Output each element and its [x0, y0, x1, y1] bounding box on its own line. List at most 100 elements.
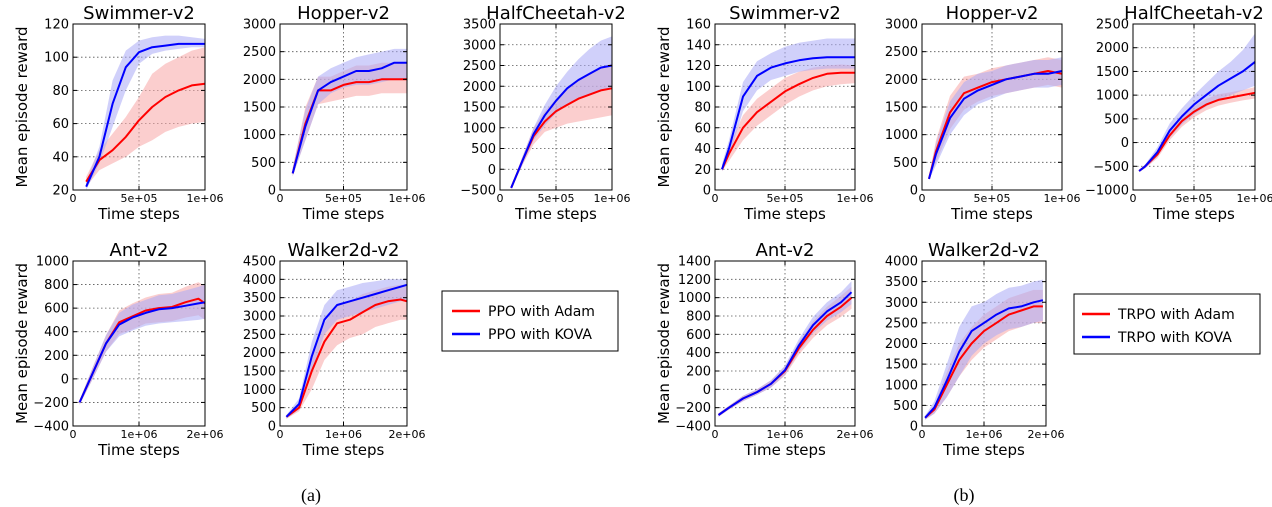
y-tick-label: 2500 [885, 45, 918, 60]
legend-a: PPO with Adam PPO with KOVA [441, 290, 619, 352]
chart-title: Swimmer-v2 [729, 3, 841, 24]
series-line-kova [78, 301, 206, 403]
y-tick-label: 1000 [1096, 89, 1129, 104]
y-tick-label: 500 [471, 142, 496, 157]
x-tick-label: 1e+06 [1237, 192, 1272, 205]
series-band-kova [86, 35, 205, 190]
y-tick-label: 3000 [885, 18, 918, 33]
y-tick-label: 800 [44, 278, 69, 293]
plot-b-hopper-v2: 0 500 1000 1500 2000 2500 3000 0 5e+05 1e+06 Hoppe… [885, 3, 1081, 223]
x-tick-label: 0 [919, 192, 926, 205]
chart-title: Walker2d-v2 [928, 240, 1040, 261]
y-tick-label: 0 [703, 184, 711, 199]
legend-b: TRPO with Adam TRPO with KOVA [1073, 293, 1261, 355]
y-tick-label: 500 [251, 156, 276, 171]
plot-b-walker2d-v2: 0 500 1000 1500 2000 2500 3000 3500 4000 0 1e+06 2e… [885, 240, 1065, 459]
x-tick-label: 1e+06 [767, 428, 804, 441]
y-tick-label: 1000 [36, 255, 69, 270]
y-tick-label: −200 [675, 401, 711, 416]
chart-title: HalfCheetah-v2 [486, 3, 626, 24]
series-line-kova [717, 291, 853, 416]
x-tick-label: 0 [712, 192, 719, 205]
chart-title: Ant-v2 [756, 240, 815, 261]
x-tick-label: 1e+06 [1044, 192, 1081, 205]
series-line-kova [85, 42, 205, 188]
x-tick-label: 5e+05 [325, 192, 362, 205]
y-tick-label: 2000 [243, 73, 276, 88]
x-axis-label: Time steps [950, 205, 1033, 223]
y-tick-label: 500 [893, 156, 918, 171]
y-tick-label: 40 [52, 150, 69, 165]
x-tick-label: 0 [497, 192, 504, 205]
y-tick-label: 0 [1121, 136, 1129, 151]
y-tick-label: 80 [694, 101, 711, 116]
x-axis-label: Time steps [743, 205, 826, 223]
chart-title: Hopper-v2 [297, 3, 390, 24]
series-band-kova [79, 284, 205, 405]
y-tick-label: 60 [52, 117, 69, 132]
x-tick-label: 0 [70, 428, 77, 441]
y-tick-label: −500 [1093, 160, 1129, 175]
x-tick-label: 0 [70, 192, 77, 205]
x-tick-label: 5e+05 [974, 192, 1011, 205]
y-tick-label: 1500 [463, 101, 496, 116]
series-band-kova [718, 281, 852, 417]
series-band-kova [925, 279, 1043, 420]
x-axis-label: Time steps [743, 441, 826, 459]
x-tick-label: 0 [919, 428, 926, 441]
y-tick-label: 200 [44, 349, 69, 364]
series-line-adam [85, 82, 206, 183]
series-line-adam [924, 305, 1043, 419]
y-tick-label: 1000 [678, 291, 711, 306]
y-tick-label: −400 [33, 420, 69, 435]
y-tick-label: 3000 [463, 38, 496, 53]
x-axis-label: Time steps [97, 441, 180, 459]
y-tick-label: −200 [33, 396, 69, 411]
x-axis-label: Time steps [302, 205, 385, 223]
y-tick-label: 4000 [885, 255, 918, 270]
legend-a-box [441, 290, 619, 352]
y-tick-label: 0 [268, 184, 276, 199]
y-tick-label: 3500 [885, 275, 918, 290]
y-tick-label: 2500 [243, 45, 276, 60]
series-line-kova [1138, 61, 1256, 172]
y-tick-label: 1000 [463, 121, 496, 136]
y-tick-label: 1500 [243, 365, 276, 380]
y-tick-label: −1000 [1085, 184, 1129, 199]
x-tick-label: 0 [277, 192, 284, 205]
y-tick-label: −400 [675, 420, 711, 435]
series-band-adam [286, 284, 407, 419]
x-tick-label: 5e+05 [767, 192, 804, 205]
x-tick-label: 5e+05 [1176, 192, 1213, 205]
series-band-kova [722, 38, 855, 172]
y-tick-label: 3000 [243, 310, 276, 325]
y-tick-label: 1000 [243, 128, 276, 143]
x-tick-label: 0 [1130, 192, 1137, 205]
x-tick-label: 2e+06 [837, 428, 874, 441]
legend-a-adam-label: PPO with Adam [488, 304, 595, 320]
series-band-adam [722, 64, 855, 172]
y-tick-label: 3000 [885, 296, 918, 311]
x-tick-label: 1e+06 [325, 428, 362, 441]
y-tick-label: 160 [686, 18, 711, 33]
x-tick-label: 2e+06 [1028, 428, 1065, 441]
chart-title: Swimmer-v2 [83, 3, 195, 24]
y-tick-label: 3000 [243, 18, 276, 33]
y-tick-label: 1500 [243, 101, 276, 116]
x-tick-label: 1e+06 [837, 192, 874, 205]
y-tick-label: 4000 [243, 273, 276, 288]
x-axis-label: Time steps [97, 205, 180, 223]
series-band-adam [86, 47, 205, 187]
chart-title: HalfCheetah-v2 [1124, 3, 1264, 24]
x-tick-label: 1e+06 [594, 192, 631, 205]
y-tick-label: 2000 [1096, 41, 1129, 56]
y-tick-label: 1500 [885, 358, 918, 373]
chart-title: Hopper-v2 [946, 3, 1039, 24]
x-axis-label: Time steps [302, 441, 385, 459]
chart-title: Ant-v2 [110, 240, 169, 261]
y-tick-label: 0 [910, 184, 918, 199]
series-line-kova [924, 299, 1044, 419]
y-tick-label: 3500 [243, 291, 276, 306]
x-tick-label: 1e+06 [966, 428, 1003, 441]
